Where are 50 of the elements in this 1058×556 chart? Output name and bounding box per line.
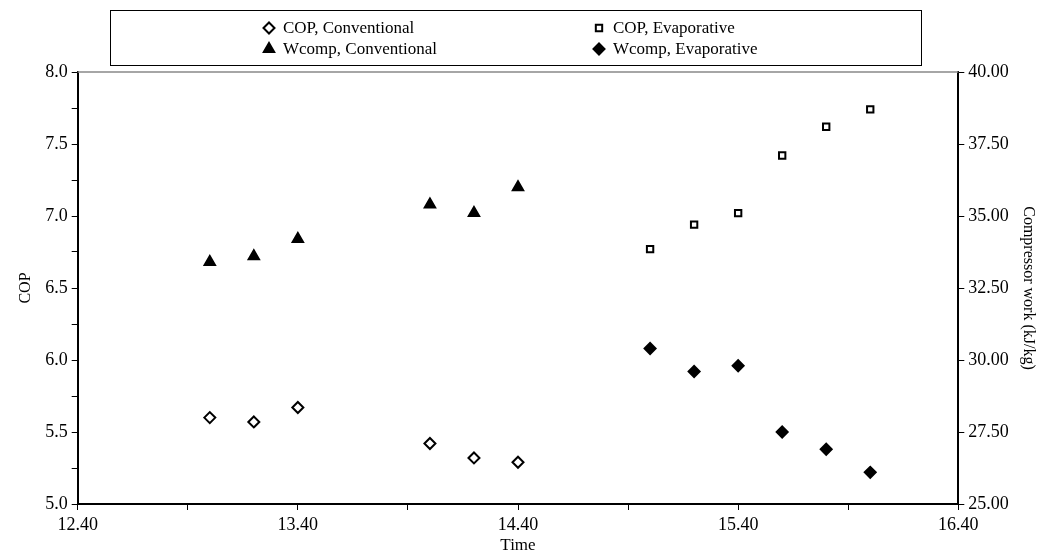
- x-tick-label: 16.40: [938, 513, 979, 534]
- x-axis-title: Time: [500, 535, 536, 555]
- point: [203, 255, 216, 267]
- point: [687, 365, 701, 379]
- point: [247, 249, 261, 261]
- point: [203, 411, 217, 425]
- y2-tick-label: 37.50: [968, 132, 1009, 153]
- legend-label: COP, Conventional: [283, 17, 415, 38]
- y2-axis-title: Compressor work (kJ/kg): [1020, 206, 1039, 370]
- point: [822, 122, 831, 131]
- point: [291, 401, 305, 415]
- point: [645, 244, 655, 254]
- x-tick-label: 12.40: [57, 513, 98, 534]
- y-tick-label: 8.0: [45, 60, 68, 81]
- y-tick-label: 7.0: [45, 204, 68, 225]
- y-axis-title: COP: [15, 272, 33, 304]
- point: [247, 415, 261, 429]
- y2-tick-label: 30.00: [968, 348, 1009, 369]
- x-tick-label: 14.40: [497, 513, 539, 534]
- y-tick-label: 5.0: [45, 492, 68, 513]
- point: [866, 105, 875, 114]
- y2-tick-label: 35.00: [968, 204, 1009, 225]
- point: [863, 465, 877, 479]
- y-tick-label: 6.5: [45, 276, 68, 297]
- legend-label: Wcomp, Conventional: [283, 38, 437, 59]
- x-tick-label: 15.40: [717, 513, 759, 534]
- point: [511, 180, 525, 192]
- point: [467, 451, 481, 465]
- legend-label: COP, Evaporative: [613, 17, 735, 38]
- y2-tick-label: 40.00: [968, 60, 1009, 81]
- y2-tick-label: 32.50: [968, 276, 1009, 297]
- point: [731, 359, 745, 373]
- point: [467, 206, 481, 218]
- point: [778, 151, 787, 160]
- y2-tick-label: 25.00: [968, 492, 1009, 513]
- y-tick-label: 7.5: [45, 132, 68, 153]
- x-tick-label: 13.40: [277, 513, 319, 534]
- point: [733, 208, 743, 218]
- point: [423, 197, 437, 209]
- point: [775, 425, 789, 439]
- legend-label: Wcomp, Evaporative: [613, 38, 758, 59]
- point: [819, 442, 833, 456]
- y-tick-label: 6.0: [45, 348, 68, 369]
- point: [511, 455, 525, 469]
- y2-tick-label: 27.50: [968, 420, 1009, 441]
- y-tick-label: 5.5: [45, 420, 68, 441]
- point: [689, 220, 699, 229]
- point: [423, 437, 437, 451]
- point: [643, 341, 657, 355]
- point: [291, 232, 305, 244]
